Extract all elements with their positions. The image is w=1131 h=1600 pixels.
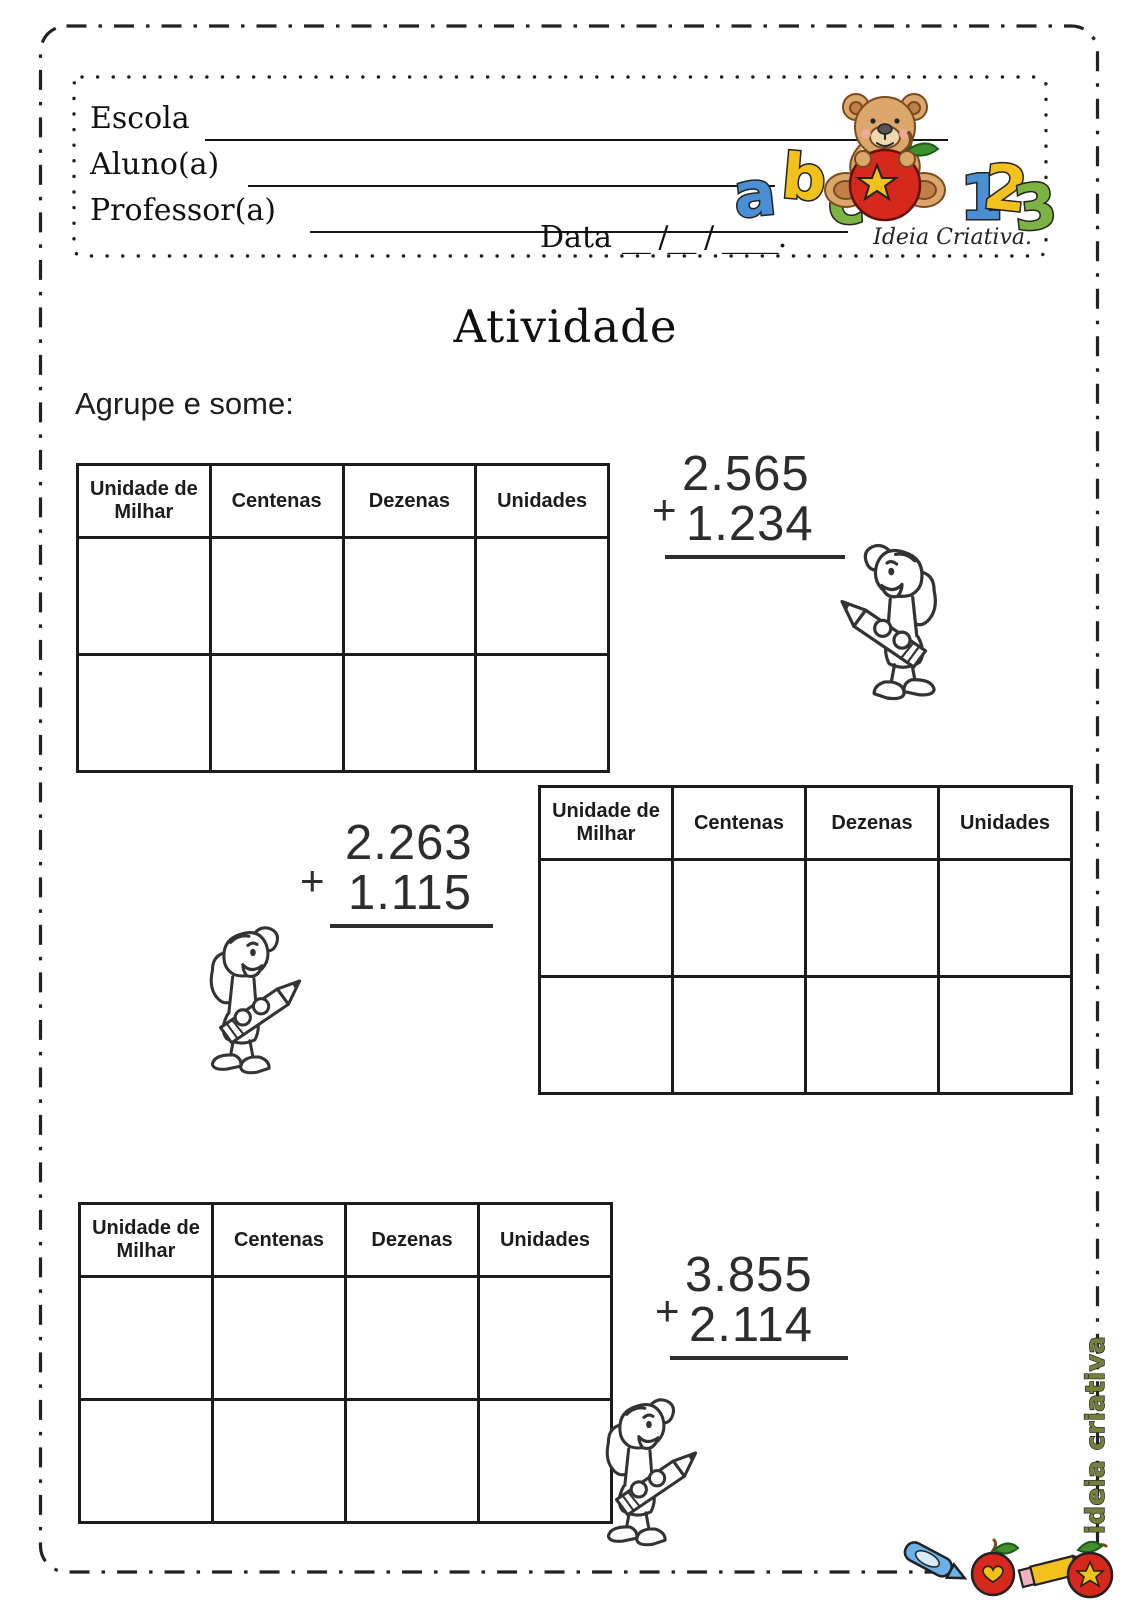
professor-blank-line [310, 231, 848, 233]
empty-cell [208, 653, 345, 773]
column-header: Dezenas [804, 785, 940, 861]
empty-cell [477, 1275, 613, 1401]
place-value-table-3: Unidade de Milhar Centenas Dezenas Unida… [78, 1202, 613, 1524]
empty-cell [538, 975, 674, 1095]
school-supplies-illustration [903, 1538, 1114, 1599]
plus-sign: + [652, 486, 677, 533]
empty-cell [474, 653, 610, 773]
empty-cell [78, 1398, 214, 1524]
aluno-blank-line [248, 185, 775, 187]
brand-vertical-text: ideia criativa [1080, 1335, 1111, 1535]
child-with-pencil-illustration [605, 1398, 698, 1547]
empty-cell [671, 858, 807, 978]
column-header: Dezenas [341, 463, 478, 539]
empty-cell [341, 653, 478, 773]
brand-signature: Ideia Criativa. [873, 225, 1032, 250]
addend-top: 3.855 [685, 1248, 813, 1302]
addition-problem-3: + 3.855 2.114 [655, 1250, 848, 1360]
place-value-table-2: Unidade de Milhar Centenas Dezenas Unida… [538, 785, 1073, 1095]
table-row [538, 858, 1073, 978]
addend-top: 2.263 [345, 816, 473, 870]
empty-cell [76, 653, 212, 773]
column-header: Dezenas [344, 1202, 480, 1278]
sum-line [330, 924, 493, 928]
plus-sign: + [655, 1287, 680, 1334]
empty-cell [211, 1275, 347, 1401]
date-blank-line: __ /__ / ____. [621, 220, 787, 255]
table-row [76, 536, 610, 656]
table-row [78, 1398, 613, 1524]
svg-text:2: 2 [980, 150, 1031, 227]
child-with-pencil-illustration [209, 926, 302, 1075]
empty-cell [341, 536, 478, 656]
header-box: Escola Aluno(a) Professor(a) Data __ /__ … [72, 75, 1048, 258]
brand-vertical-label: ideia criativa [1081, 1336, 1111, 1534]
instruction-text: Agrupe e some: [75, 386, 294, 421]
addend-bottom: 1.234 [686, 497, 814, 551]
column-header: Centenas [671, 785, 807, 861]
empty-cell [208, 536, 345, 656]
date-group: Data __ /__ / ____. [540, 220, 787, 255]
addend-top: 2.565 [682, 447, 810, 501]
empty-cell [671, 975, 807, 1095]
empty-cell [937, 975, 1073, 1095]
column-header: Centenas [208, 463, 345, 539]
table-row [538, 975, 1073, 1095]
addend-bottom: 2.114 [689, 1298, 813, 1352]
addend-bottom: 1.115 [348, 866, 472, 920]
column-header: Unidade de Milhar [78, 1202, 214, 1278]
svg-text:b: b [779, 139, 830, 216]
svg-text:3: 3 [1010, 168, 1060, 235]
column-header: Unidade de Milhar [538, 785, 674, 861]
svg-text:a: a [730, 156, 779, 233]
field-label-aluno: Aluno(a) [90, 147, 220, 182]
table-row [76, 653, 610, 773]
empty-cell [78, 1275, 214, 1401]
field-label-professor: Professor(a) [90, 193, 276, 228]
column-header: Unidades [477, 1202, 613, 1278]
column-header: Unidades [937, 785, 1073, 861]
sum-line [665, 555, 845, 559]
header-dotted-border [72, 75, 1048, 258]
empty-cell [937, 858, 1073, 978]
plus-sign: + [300, 857, 325, 904]
empty-cell [76, 536, 212, 656]
empty-cell [804, 858, 940, 978]
column-header: Centenas [211, 1202, 347, 1278]
empty-cell [211, 1398, 347, 1524]
escola-blank-line [205, 139, 948, 141]
sum-line [670, 1356, 848, 1360]
empty-cell [344, 1398, 480, 1524]
empty-cell [474, 536, 610, 656]
teddy-bear-abc-illustration: a b c 1 2 3 [728, 93, 1060, 235]
svg-text:1: 1 [960, 161, 1003, 234]
column-header: Unidades [474, 463, 610, 539]
child-with-pencil-illustration [840, 543, 937, 701]
addition-problem-2: + 2.263 1.115 [300, 818, 493, 928]
addition-problem-1: + 2.565 1.234 [652, 449, 845, 559]
column-header: Unidade de Milhar [76, 463, 212, 539]
field-label-escola: Escola [90, 101, 190, 136]
empty-cell [538, 858, 674, 978]
empty-cell [344, 1275, 480, 1401]
empty-cell [804, 975, 940, 1095]
page-title: Atividade [453, 300, 678, 353]
date-label: Data [540, 220, 612, 255]
place-value-table-1: Unidade de Milhar Centenas Dezenas Unida… [76, 463, 610, 773]
table-row [78, 1275, 613, 1401]
